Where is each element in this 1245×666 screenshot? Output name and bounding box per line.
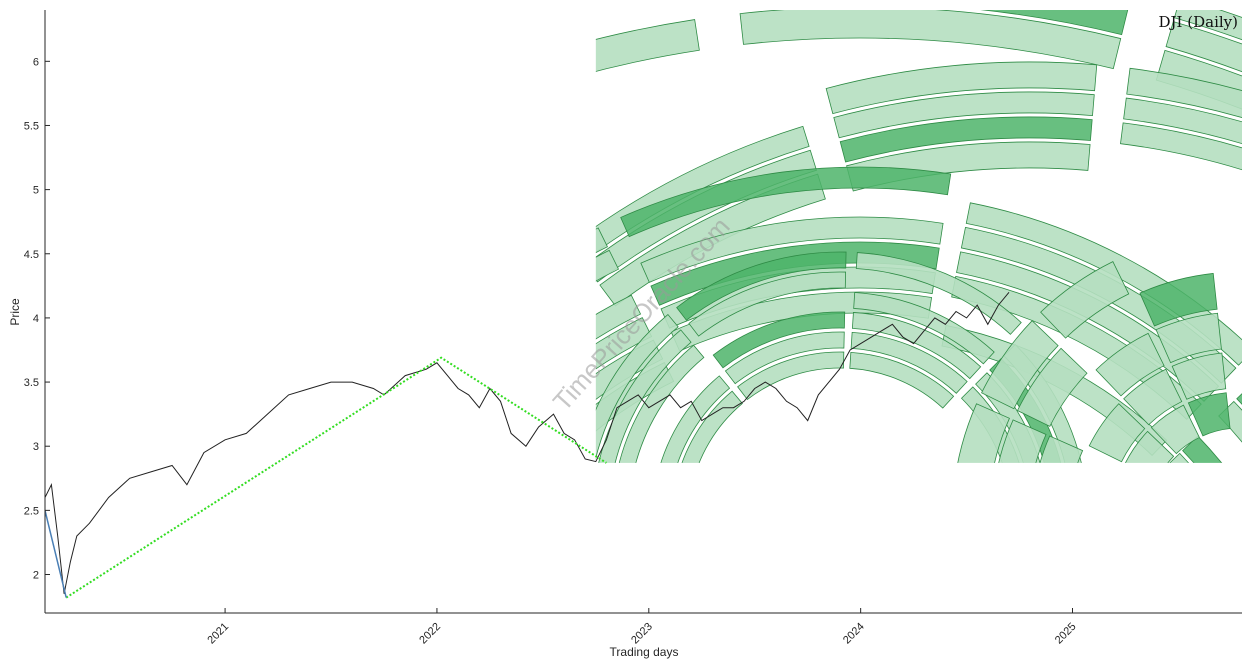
band-mask-bottom bbox=[595, 462, 1242, 613]
projection-band bbox=[1171, 352, 1227, 400]
x-axis-title: Trading days bbox=[610, 645, 679, 659]
projection-band bbox=[1139, 273, 1218, 327]
projection-band bbox=[1095, 332, 1165, 397]
projection-band bbox=[855, 252, 1022, 335]
axes bbox=[44, 10, 1242, 614]
x-tick-label: 2021 bbox=[205, 621, 231, 647]
y-tick-label: 2 bbox=[33, 570, 39, 582]
x-tick-label: 2024 bbox=[841, 621, 867, 647]
projection-band bbox=[676, 251, 847, 321]
projection-band bbox=[640, 216, 944, 283]
projection-bands bbox=[45, 10, 1242, 613]
y-tick-label: 5 bbox=[33, 185, 39, 197]
projection-band bbox=[739, 10, 1129, 36]
projection-band bbox=[615, 344, 705, 480]
projection-band bbox=[1173, 10, 1242, 41]
band-mask-left bbox=[45, 10, 596, 613]
y-tick-label: 3 bbox=[33, 441, 39, 453]
y-tick-label: 2.5 bbox=[24, 505, 39, 517]
projection-band bbox=[839, 116, 1093, 163]
projection-band bbox=[655, 375, 731, 488]
projection-band bbox=[1236, 393, 1242, 405]
projection-band bbox=[1123, 368, 1183, 426]
projection-band bbox=[739, 10, 1122, 70]
projection-band bbox=[1155, 312, 1222, 364]
y-tick-label: 4 bbox=[33, 313, 39, 325]
projection-band bbox=[1040, 261, 1130, 339]
projection-band bbox=[849, 351, 955, 409]
projection-band bbox=[688, 271, 847, 337]
band-group bbox=[306, 10, 1242, 582]
chart-title: DJI (Daily) bbox=[1159, 13, 1238, 31]
projection-band bbox=[724, 331, 845, 385]
y-axis-title: Price bbox=[8, 298, 22, 326]
price-line bbox=[45, 291, 1010, 594]
projection-band bbox=[1187, 392, 1231, 437]
projection-band bbox=[833, 91, 1095, 139]
projection-band bbox=[1126, 67, 1242, 119]
y-tick-label: 4.5 bbox=[24, 249, 39, 261]
y-ticks: 2 2.5 3 3.5 4 4.5 5 5.5 6 bbox=[24, 56, 50, 582]
y-tick-label: 6 bbox=[33, 56, 39, 68]
series-lines bbox=[45, 291, 1010, 599]
projection-band bbox=[850, 331, 968, 394]
projection-band bbox=[1150, 404, 1200, 455]
projection-band bbox=[1088, 403, 1146, 463]
x-tick-label: 2023 bbox=[629, 621, 655, 647]
x-tick-label: 2025 bbox=[1053, 621, 1079, 647]
projection-band bbox=[1120, 122, 1242, 171]
projection-band bbox=[1123, 97, 1242, 145]
projection-band bbox=[965, 202, 1242, 366]
trend-line bbox=[65, 356, 607, 599]
projection-band bbox=[981, 320, 1059, 410]
projection-band bbox=[825, 61, 1098, 115]
x-tick-label: 2022 bbox=[417, 621, 443, 647]
projection-band bbox=[1165, 21, 1242, 73]
projection-band bbox=[853, 292, 995, 365]
projection-band bbox=[737, 351, 845, 401]
projection-band bbox=[712, 311, 846, 369]
y-tick-label: 5.5 bbox=[24, 120, 39, 132]
x-ticks: 2021 2022 2023 2024 2025 bbox=[205, 608, 1079, 647]
projection-band bbox=[620, 166, 952, 238]
y-tick-label: 3.5 bbox=[24, 377, 39, 389]
projection-band bbox=[1016, 347, 1088, 427]
initial_drop-line bbox=[45, 510, 67, 598]
